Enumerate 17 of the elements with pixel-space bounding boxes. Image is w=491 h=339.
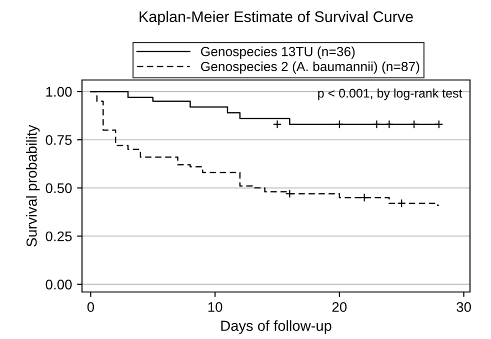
y-axis-title: Survival probability — [26, 124, 40, 247]
y-tick-label: 1.00 — [46, 86, 72, 97]
annotation: p < 0.001, by log-rank test — [318, 88, 462, 100]
x-tick-label: 10 — [208, 302, 222, 312]
x-tick-label: 30 — [456, 302, 471, 312]
x-tick-label: 20 — [332, 302, 347, 312]
point — [272, 120, 282, 129]
chart-title: Kaplan-Meier Estimate of Survival Curve — [140, 10, 413, 26]
x-tick-label: 0 — [87, 302, 94, 312]
y-tick-label: 0.00 — [46, 280, 72, 290]
y-tick-label: 0.50 — [46, 183, 72, 194]
x-axis-title: Days of follow-up — [221, 320, 332, 334]
legend-label: Genospecies 2 (A. baumannii) (n=87) — [201, 61, 420, 74]
legend-label: Genospecies 13TU (n=36) — [201, 46, 355, 59]
y-tick-label: 0.75 — [46, 135, 72, 145]
y-tick-label: 0.25 — [46, 231, 72, 242]
point — [397, 198, 406, 208]
